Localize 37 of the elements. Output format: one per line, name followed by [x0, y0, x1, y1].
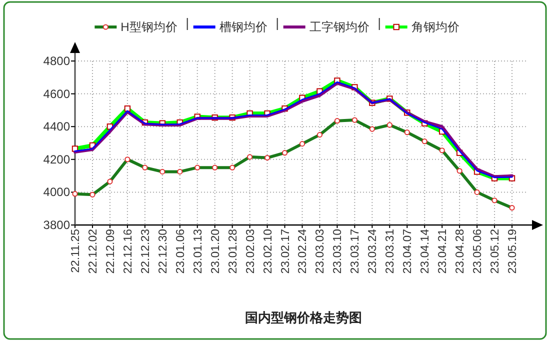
x-tick-label: 23.04.21	[437, 229, 450, 274]
x-tick-label: 23.03.17	[350, 229, 362, 274]
x-tick-label: 23.01.28	[227, 229, 240, 274]
x-tick-label: 23.01.20	[210, 229, 222, 274]
x-tick-label: 22.12.23	[140, 229, 152, 274]
x-tick-label: 22.11.25	[70, 229, 82, 273]
y-tick-label: 4400	[43, 120, 70, 134]
x-tick-label: 22.12.16	[122, 229, 134, 274]
legend-label: 工字钢均价	[309, 20, 370, 34]
legend-label: 槽钢均价	[219, 20, 268, 34]
x-tick-label: 23.01.13	[192, 229, 204, 274]
x-tick-label: 23.04.14	[420, 228, 432, 274]
x-tick-label: 23.03.24	[367, 228, 380, 274]
x-tick-label: 23.04.28	[454, 229, 467, 274]
text: 国内型钢价格走势图	[245, 310, 362, 325]
x-tick-label: 23.03.10	[332, 229, 344, 274]
legend-label: H型钢均价	[120, 20, 178, 34]
x-tick-label: 23.02.10	[262, 229, 274, 274]
x-tick-label: 22.12.09	[104, 229, 117, 274]
y-tick-label: 4800	[43, 54, 70, 68]
x-tick-label: 22.12.30	[157, 229, 170, 274]
x-tick-label: 23.05.19	[507, 229, 519, 274]
x-tick-label: 23.02.03	[244, 229, 257, 274]
x-tick-label: 22.12.02	[87, 229, 100, 274]
x-tick-label: 23.01.06	[174, 229, 187, 274]
x-tick-label: 23.02.17	[280, 229, 292, 274]
x-tick-label: 23.05.12	[490, 229, 502, 274]
y-tick-label: 4600	[43, 86, 70, 101]
y-tick-label: 3800	[43, 218, 70, 232]
legend-label: 角钢均价	[411, 20, 460, 34]
y-tick-label: 4000	[43, 185, 70, 200]
x-tick-label: 23.02.24	[297, 228, 310, 274]
x-tick-label: 23.04.07	[402, 229, 414, 274]
x-tick-label: 23.03.03	[314, 229, 327, 274]
x-tick-label: 23.03.31	[384, 229, 397, 274]
x-tick-label: 23.05.06	[472, 229, 484, 274]
y-tick-label: 4200	[43, 152, 70, 166]
